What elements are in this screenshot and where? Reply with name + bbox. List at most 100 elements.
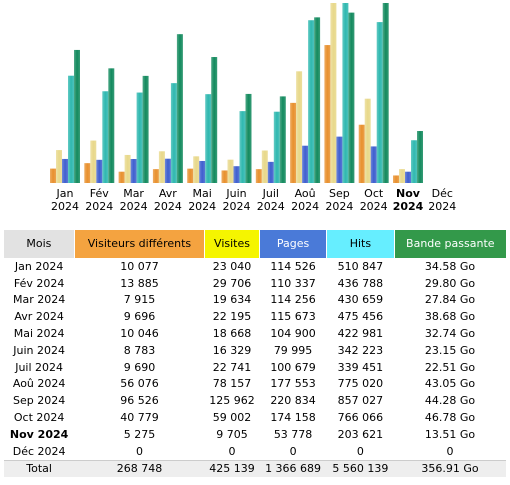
total-cell: 425 139 <box>204 459 260 478</box>
total-cell: 356.91 Go <box>394 459 506 478</box>
value-cell: 436 788 <box>337 276 384 290</box>
bar <box>124 154 131 183</box>
value-cell: 0 <box>228 444 236 458</box>
x-tick-label: Fév 2024 <box>85 187 114 213</box>
bar <box>399 169 405 183</box>
bar <box>118 171 125 183</box>
value-cell: 9 696 <box>123 310 156 324</box>
value-cell: 38.68 Go <box>424 310 476 324</box>
value-cell: 96 526 <box>120 394 159 408</box>
value-cell: 114 256 <box>270 293 316 307</box>
bar <box>255 169 262 183</box>
value-cell: 46.78 Go <box>424 411 476 425</box>
value-cell: 114 526 <box>270 259 316 273</box>
value-cell: 115 673 <box>270 310 316 324</box>
bar <box>370 146 377 183</box>
bar <box>382 3 389 183</box>
bar <box>170 83 177 183</box>
value-cell: 22.51 Go <box>424 360 476 374</box>
month-cell: Mai 2024 <box>13 327 65 341</box>
bar <box>68 75 74 183</box>
bar <box>308 20 315 183</box>
column-header: Mois <box>4 230 75 258</box>
value-cell: 10 077 <box>120 259 159 273</box>
value-cell: 43.05 Go <box>424 377 476 391</box>
bar <box>102 91 109 183</box>
table-row: Fév 2024 13 885 29 706 110 337 436 788 29.80 … <box>4 275 506 292</box>
value-cell: 53 778 <box>273 427 313 441</box>
bar <box>130 159 137 183</box>
x-tick-label: Mar 2024 <box>119 187 148 213</box>
value-cell: 110 337 <box>270 276 316 290</box>
value-cell: 56 076 <box>120 377 159 391</box>
value-cell: 19 634 <box>212 293 252 307</box>
value-cell: 9 705 <box>216 427 248 441</box>
value-cell: 22 195 <box>212 310 252 324</box>
bar <box>364 98 371 183</box>
table-row: Juin 2024 8 783 16 329 79 995 342 223 23.15 G… <box>4 342 506 359</box>
total-cell: 5 560 139 <box>326 459 395 478</box>
value-cell: 100 679 <box>270 360 316 374</box>
month-cell: Avr 2024 <box>14 310 64 324</box>
value-cell: 203 621 <box>337 427 384 441</box>
table-row: Déc 2024 0 0 0 0 0 <box>4 443 506 460</box>
bar <box>176 34 183 184</box>
bar <box>227 159 234 183</box>
bar <box>405 171 411 183</box>
bar <box>193 156 200 183</box>
column-header: Visiteurs différents <box>73 230 205 258</box>
bar <box>261 150 268 183</box>
bar <box>267 161 274 183</box>
bar <box>273 111 280 183</box>
bar <box>417 131 423 183</box>
month-cell: Fév 2024 <box>13 276 65 290</box>
value-cell: 29 706 <box>212 276 252 290</box>
bar <box>245 93 252 183</box>
bar <box>199 160 206 183</box>
x-tick-label: Déc 2024 <box>428 187 457 213</box>
value-cell: 177 553 <box>270 377 316 391</box>
bar <box>290 102 297 183</box>
value-cell: 220 834 <box>270 394 316 408</box>
total-label: Total <box>4 459 75 478</box>
month-cell: Oct 2024 <box>13 411 65 425</box>
x-tick-label: Juin 2024 <box>222 187 251 213</box>
bar <box>233 166 240 183</box>
value-cell: 8 783 <box>123 343 156 357</box>
value-cell: 766 066 <box>337 411 384 425</box>
value-cell: 22 741 <box>212 360 252 374</box>
month-cell: Juil 2024 <box>15 360 64 374</box>
value-cell: 18 668 <box>212 327 252 341</box>
value-cell: 0 <box>446 444 454 458</box>
column-header: Hits <box>326 230 395 258</box>
bar <box>96 159 103 183</box>
value-cell: 32.74 Go <box>424 327 476 341</box>
bar <box>279 96 286 183</box>
value-cell: 475 456 <box>337 310 384 324</box>
bar <box>324 45 331 183</box>
bar <box>164 158 171 183</box>
bar <box>90 140 97 183</box>
bar <box>205 94 212 183</box>
x-tick-label: Sep 2024 <box>325 187 354 213</box>
bar <box>239 111 246 183</box>
table-row: Oct 2024 40 779 59 002 174 158 766 066 46.78 … <box>4 409 506 426</box>
chart <box>50 3 423 184</box>
x-tick-label: Mai 2024 <box>188 187 217 213</box>
value-cell: 0 <box>356 444 364 458</box>
table-row: Mai 2024 10 046 18 668 104 900 422 981 32.74 … <box>4 325 506 342</box>
total-cell: 268 748 <box>74 459 205 478</box>
value-cell: 44.28 Go <box>424 394 476 408</box>
value-cell: 5 275 <box>123 427 156 441</box>
bar <box>62 158 68 183</box>
bar <box>302 145 309 183</box>
value-cell: 7 915 <box>123 293 156 307</box>
month-cell: Mar 2024 <box>13 293 66 307</box>
value-cell: 23.15 Go <box>424 343 476 357</box>
value-cell: 79 995 <box>273 343 313 357</box>
value-cell: 174 158 <box>270 411 316 425</box>
bar <box>56 150 62 183</box>
value-cell: 13 885 <box>120 276 159 290</box>
bar <box>296 71 303 183</box>
